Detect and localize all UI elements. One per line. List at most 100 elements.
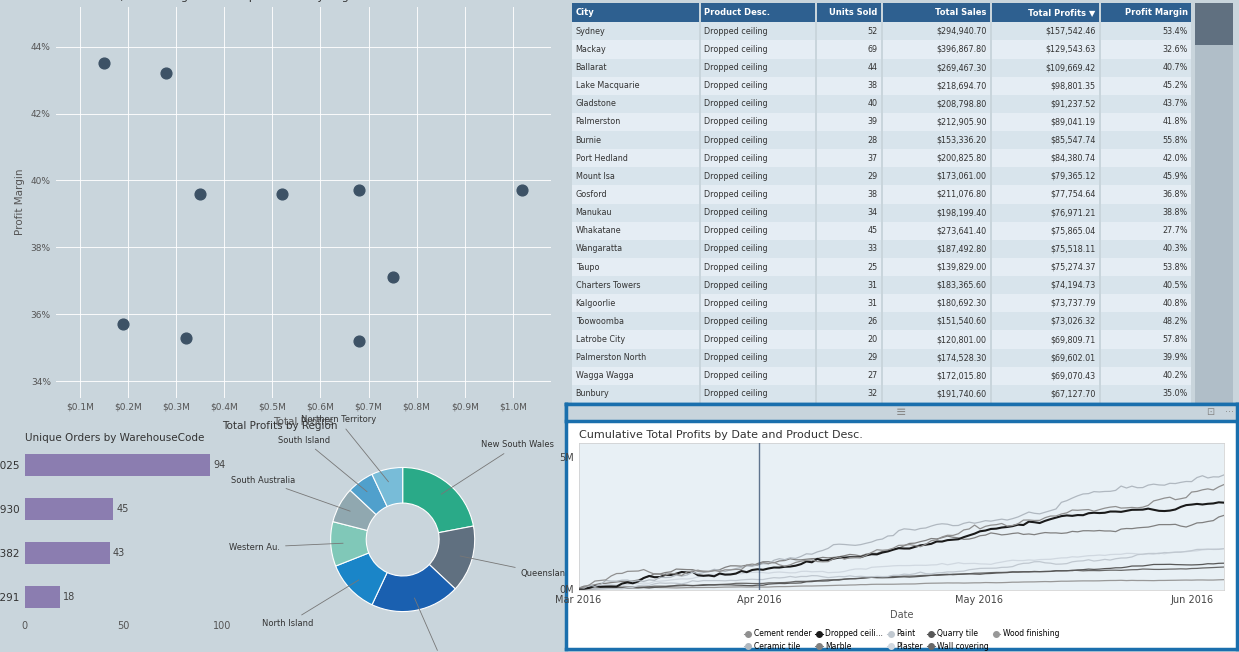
Text: Queensland: Queensland — [460, 556, 571, 578]
Text: Mackay: Mackay — [576, 45, 606, 54]
Text: 40: 40 — [867, 99, 877, 108]
Text: $69,809.71: $69,809.71 — [1051, 335, 1095, 344]
Bar — [883, 185, 990, 203]
Text: Total: Total — [576, 408, 598, 417]
Bar — [25, 586, 61, 608]
Text: 48.2%: 48.2% — [1162, 317, 1188, 326]
Bar — [883, 22, 990, 40]
Bar — [991, 40, 1099, 59]
Text: 31: 31 — [867, 280, 877, 289]
Bar — [817, 59, 881, 77]
Text: $139,829.00: $139,829.00 — [937, 263, 986, 271]
Text: 53.8%: 53.8% — [1162, 263, 1188, 271]
Bar — [991, 149, 1099, 168]
Text: 69: 69 — [867, 45, 877, 54]
Text: 45.2%: 45.2% — [1162, 82, 1188, 90]
Text: City: City — [576, 8, 595, 17]
Bar — [991, 203, 1099, 222]
Text: Port Hedland: Port Hedland — [576, 154, 628, 163]
Bar — [1100, 149, 1191, 168]
Text: North Island: North Island — [261, 580, 359, 628]
Text: Kalgoorlie: Kalgoorlie — [576, 299, 616, 308]
Bar — [991, 312, 1099, 331]
Bar — [1100, 40, 1191, 59]
Text: $75,865.04: $75,865.04 — [1051, 226, 1095, 235]
Text: 43.7%: 43.7% — [1162, 99, 1188, 108]
Text: Profit Margin: Profit Margin — [1125, 8, 1188, 17]
Text: 27.7%: 27.7% — [1162, 226, 1188, 235]
Text: $183,365.60: $183,365.60 — [937, 280, 986, 289]
Bar — [991, 331, 1099, 349]
Text: 1,836: 1,836 — [852, 408, 877, 417]
Bar — [817, 276, 881, 294]
Bar — [1100, 203, 1191, 222]
Bar — [817, 294, 881, 312]
Bar — [572, 366, 699, 385]
Text: $89,041.19: $89,041.19 — [1051, 117, 1095, 126]
Text: Dropped ceiling: Dropped ceiling — [705, 208, 768, 217]
Bar — [572, 185, 699, 203]
Bar — [572, 222, 699, 240]
Bar — [883, 385, 990, 403]
Bar — [1100, 403, 1191, 421]
Bar — [572, 276, 699, 294]
Bar — [1100, 294, 1191, 312]
Text: Dropped ceiling: Dropped ceiling — [705, 353, 768, 362]
Bar — [572, 22, 699, 40]
Bar — [817, 40, 881, 59]
Text: 40.7%: 40.7% — [1162, 63, 1188, 72]
Bar — [572, 203, 699, 222]
Wedge shape — [403, 467, 473, 533]
Text: Dropped ceiling: Dropped ceiling — [705, 27, 768, 36]
Bar — [572, 168, 699, 185]
Text: $76,971.21: $76,971.21 — [1051, 208, 1095, 217]
Bar — [701, 168, 815, 185]
Text: 32.6%: 32.6% — [1162, 45, 1188, 54]
Text: South Australia: South Australia — [230, 476, 351, 511]
Text: 94: 94 — [213, 460, 225, 470]
Bar — [572, 294, 699, 312]
Bar — [572, 258, 699, 276]
Text: Dropped ceiling: Dropped ceiling — [705, 63, 768, 72]
Bar — [883, 131, 990, 149]
Text: ···: ··· — [1225, 408, 1234, 417]
Bar — [1100, 59, 1191, 77]
Bar — [1100, 95, 1191, 113]
Text: $85,547.74: $85,547.74 — [1051, 136, 1095, 145]
Text: Taupo: Taupo — [576, 263, 600, 271]
Bar — [817, 185, 881, 203]
Bar — [817, 95, 881, 113]
Legend: Cement render, Ceramic tile, Dropped ceili..., Marble, Paint, Plaster, Quarry ti: Cement render, Ceramic tile, Dropped cei… — [741, 626, 1062, 652]
Bar — [817, 366, 881, 385]
Text: $98,801.35: $98,801.35 — [1051, 82, 1095, 90]
Text: Western Au.: Western Au. — [229, 542, 343, 552]
Text: $218,694.70: $218,694.70 — [937, 82, 986, 90]
Bar — [572, 95, 699, 113]
Text: Cumulative Total Profits by Date and Product Desc.: Cumulative Total Profits by Date and Pro… — [579, 430, 862, 440]
Bar — [701, 95, 815, 113]
Bar — [883, 258, 990, 276]
Bar — [701, 294, 815, 312]
Bar — [701, 349, 815, 366]
Text: Dropped ceiling: Dropped ceiling — [705, 136, 768, 145]
Text: Total Profits, Profit Margin and Unique Orders by Region and Product Desc.: Total Profits, Profit Margin and Unique … — [56, 0, 471, 1]
Bar — [701, 3, 815, 22]
Bar — [817, 385, 881, 403]
Text: Palmerston North: Palmerston North — [576, 353, 646, 362]
Bar — [572, 385, 699, 403]
Bar — [817, 240, 881, 258]
Bar — [817, 22, 881, 40]
Text: $198,199.40: $198,199.40 — [937, 208, 986, 217]
Text: $79,365.12: $79,365.12 — [1051, 172, 1095, 181]
Bar — [817, 331, 881, 349]
Legend: Dropped ceiling: Dropped ceiling — [61, 445, 172, 464]
Text: Unique Orders by WarehouseCode: Unique Orders by WarehouseCode — [25, 433, 204, 443]
Bar — [1100, 222, 1191, 240]
Bar — [572, 403, 699, 421]
Bar — [25, 498, 114, 520]
Bar — [883, 331, 990, 349]
Bar — [817, 149, 881, 168]
Text: 40.3%: 40.3% — [1162, 244, 1188, 254]
Text: 27: 27 — [867, 371, 877, 380]
Bar — [1100, 131, 1191, 149]
